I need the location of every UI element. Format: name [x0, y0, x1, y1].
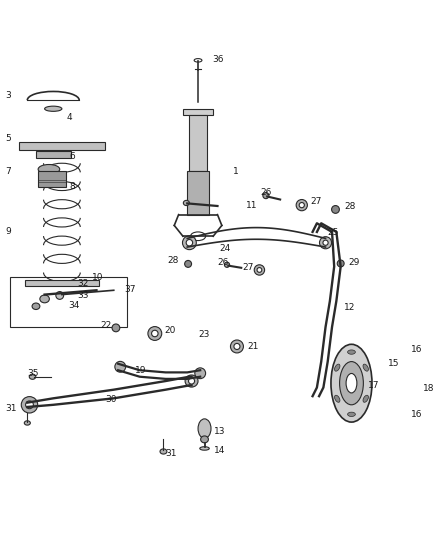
Ellipse shape — [21, 397, 38, 413]
Bar — [187, 172, 209, 215]
Text: 34: 34 — [68, 301, 80, 310]
Text: 31: 31 — [166, 449, 177, 458]
Ellipse shape — [56, 292, 64, 300]
Ellipse shape — [224, 262, 230, 268]
Ellipse shape — [296, 199, 307, 211]
Ellipse shape — [230, 340, 244, 353]
Ellipse shape — [183, 236, 196, 249]
Ellipse shape — [160, 449, 167, 454]
Text: 29: 29 — [348, 257, 360, 266]
Text: 26: 26 — [218, 257, 229, 266]
Text: 13: 13 — [214, 427, 226, 436]
Text: 37: 37 — [124, 285, 136, 294]
Text: 25: 25 — [328, 228, 339, 237]
Ellipse shape — [363, 364, 368, 371]
Text: 32: 32 — [77, 279, 88, 288]
Ellipse shape — [40, 295, 49, 303]
Text: 7: 7 — [6, 167, 11, 176]
Bar — [10, 277, 127, 327]
Text: 16: 16 — [411, 410, 423, 419]
Text: 19: 19 — [135, 366, 147, 375]
Text: 4: 4 — [66, 113, 72, 122]
Ellipse shape — [24, 421, 30, 425]
Ellipse shape — [45, 106, 62, 111]
Ellipse shape — [184, 200, 189, 206]
Text: 21: 21 — [247, 342, 258, 351]
Ellipse shape — [363, 395, 368, 402]
Text: 16: 16 — [411, 345, 423, 354]
Ellipse shape — [348, 350, 355, 354]
Ellipse shape — [188, 378, 194, 384]
Ellipse shape — [185, 375, 198, 387]
Text: 23: 23 — [198, 330, 209, 340]
Ellipse shape — [346, 374, 357, 393]
Text: 31: 31 — [6, 404, 17, 413]
Text: 20: 20 — [164, 326, 176, 335]
Text: 35: 35 — [27, 369, 39, 378]
Text: 12: 12 — [344, 303, 355, 312]
Bar — [189, 115, 207, 172]
Text: 9: 9 — [6, 228, 11, 237]
Text: 33: 33 — [77, 292, 88, 301]
Ellipse shape — [263, 192, 269, 199]
Text: 6: 6 — [70, 152, 75, 161]
Text: 28: 28 — [344, 203, 356, 212]
Bar — [25, 280, 99, 286]
Ellipse shape — [186, 239, 193, 246]
Text: 26: 26 — [261, 188, 272, 197]
Text: 18: 18 — [423, 384, 434, 393]
Text: 10: 10 — [92, 273, 104, 282]
Ellipse shape — [200, 447, 209, 450]
Text: 14: 14 — [214, 446, 226, 455]
Ellipse shape — [335, 395, 340, 402]
Ellipse shape — [337, 260, 344, 267]
Ellipse shape — [195, 368, 205, 378]
Ellipse shape — [299, 203, 304, 208]
Text: 1: 1 — [233, 167, 238, 176]
Text: 8: 8 — [70, 182, 75, 191]
Ellipse shape — [201, 436, 208, 443]
Ellipse shape — [198, 419, 211, 438]
Ellipse shape — [29, 374, 36, 379]
Text: 5: 5 — [6, 134, 11, 143]
Ellipse shape — [339, 361, 364, 405]
Ellipse shape — [257, 268, 262, 272]
Ellipse shape — [254, 265, 265, 275]
Text: 27: 27 — [243, 263, 254, 272]
Text: 15: 15 — [388, 359, 400, 368]
Ellipse shape — [148, 327, 162, 341]
Text: 27: 27 — [311, 197, 322, 206]
Ellipse shape — [115, 361, 126, 372]
Ellipse shape — [332, 206, 339, 213]
Text: 24: 24 — [219, 244, 231, 253]
Text: 36: 36 — [212, 55, 224, 64]
Ellipse shape — [319, 237, 332, 249]
Text: 11: 11 — [246, 200, 257, 209]
Text: 22: 22 — [101, 321, 112, 330]
Ellipse shape — [32, 303, 40, 310]
Ellipse shape — [234, 343, 240, 350]
Ellipse shape — [25, 401, 33, 409]
Ellipse shape — [331, 344, 372, 422]
Ellipse shape — [38, 165, 60, 174]
Bar — [183, 109, 213, 115]
Ellipse shape — [112, 324, 120, 332]
Text: 30: 30 — [105, 395, 117, 404]
Ellipse shape — [323, 240, 328, 245]
Ellipse shape — [348, 412, 355, 416]
Bar — [19, 142, 105, 150]
Bar — [38, 172, 66, 187]
Bar — [36, 151, 71, 158]
Ellipse shape — [152, 330, 158, 337]
Text: 28: 28 — [167, 255, 179, 264]
Text: 3: 3 — [6, 91, 11, 100]
Ellipse shape — [185, 261, 191, 268]
Text: 17: 17 — [368, 381, 379, 390]
Ellipse shape — [335, 364, 340, 371]
